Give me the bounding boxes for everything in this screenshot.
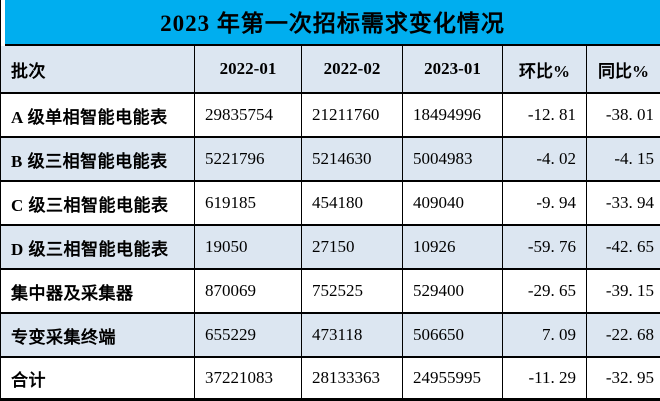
table-row: C 级三相智能电能表 619185 454180 409040 -9. 94 -… xyxy=(1,182,660,226)
cell-yoy-pct: -39. 15 xyxy=(605,281,654,300)
cell-yoy-pct: -33. 94 xyxy=(605,193,654,212)
cell-2022-02: 28133363 xyxy=(302,358,403,398)
header-cell-2022-01: 2022-01 xyxy=(195,46,302,92)
cell-2022-02: 27150 xyxy=(302,226,403,268)
cell-mom-pct: -11. 29 xyxy=(503,358,587,398)
cell-2023-01: 5004983 xyxy=(403,138,503,180)
cell-yoy-pct: -4. 15 xyxy=(614,149,654,168)
cell-2022-01: 619185 xyxy=(195,182,302,224)
header-cell-yoy-pct: 同比% xyxy=(598,61,649,81)
cell-yoy-pct: -22. 68 xyxy=(605,325,654,344)
header-cell-mom-pct: 环比% xyxy=(503,46,587,92)
cell-yoy-pct: -38. 01 xyxy=(605,105,654,124)
row-label: A 级单相智能电能表 xyxy=(1,94,195,136)
cell-2022-02: 454180 xyxy=(302,182,403,224)
cell-mom-pct: -59. 76 xyxy=(503,226,587,268)
cell-2022-02: 752525 xyxy=(302,270,403,312)
table-row: 专变采集终端 655229 473118 506650 7. 09 -22. 6… xyxy=(1,314,660,358)
cell-2023-01: 10926 xyxy=(403,226,503,268)
cell-2022-01: 655229 xyxy=(195,314,302,356)
cell-2022-02: 21211760 xyxy=(302,94,403,136)
row-label: C 级三相智能电能表 xyxy=(1,182,195,224)
table-row-total: 合计 37221083 28133363 24955995 -11. 29 -3… xyxy=(1,358,660,401)
row-label: 专变采集终端 xyxy=(1,314,195,356)
table-title-bar: 2023 年第一次招标需求变化情况 xyxy=(5,0,660,46)
cell-mom-pct: -9. 94 xyxy=(503,182,587,224)
cell-2023-01: 18494996 xyxy=(403,94,503,136)
header-cell-batch: 批次 xyxy=(1,46,195,92)
cell-2023-01: 506650 xyxy=(403,314,503,356)
header-cell-2022-02: 2022-02 xyxy=(302,46,403,92)
cell-2023-01: 409040 xyxy=(403,182,503,224)
cell-yoy-pct: -42. 65 xyxy=(605,237,654,256)
cell-2022-01: 37221083 xyxy=(195,358,302,398)
cell-mom-pct: -12. 81 xyxy=(503,94,587,136)
table-row: 集中器及采集器 870069 752525 529400 -29. 65 -39… xyxy=(1,270,660,314)
table-title: 2023 年第一次招标需求变化情况 xyxy=(160,11,505,36)
row-label: 合计 xyxy=(1,358,195,398)
row-label: D 级三相智能电能表 xyxy=(1,226,195,268)
cell-2022-01: 5221796 xyxy=(195,138,302,180)
cell-mom-pct: -4. 02 xyxy=(503,138,587,180)
cell-mom-pct: -29. 65 xyxy=(503,270,587,312)
cell-2023-01: 24955995 xyxy=(403,358,503,398)
cell-2022-01: 870069 xyxy=(195,270,302,312)
cell-2022-02: 473118 xyxy=(302,314,403,356)
header-cell-2023-01: 2023-01 xyxy=(403,46,503,92)
cell-mom-pct: 7. 09 xyxy=(503,314,587,356)
cell-2022-01: 19050 xyxy=(195,226,302,268)
table-row: A 级单相智能电能表 29835754 21211760 18494996 -1… xyxy=(1,94,660,138)
table-row: B 级三相智能电能表 5221796 5214630 5004983 -4. 0… xyxy=(1,138,660,182)
cell-2022-02: 5214630 xyxy=(302,138,403,180)
cell-yoy-pct: -32. 95 xyxy=(605,368,654,387)
table-header-row: 批次 2022-01 2022-02 2023-01 环比% 同比% xyxy=(1,46,660,94)
row-label: 集中器及采集器 xyxy=(1,270,195,312)
row-label: B 级三相智能电能表 xyxy=(1,138,195,180)
cell-2022-01: 29835754 xyxy=(195,94,302,136)
cell-2023-01: 529400 xyxy=(403,270,503,312)
table-row: D 级三相智能电能表 19050 27150 10926 -59. 76 -42… xyxy=(1,226,660,270)
